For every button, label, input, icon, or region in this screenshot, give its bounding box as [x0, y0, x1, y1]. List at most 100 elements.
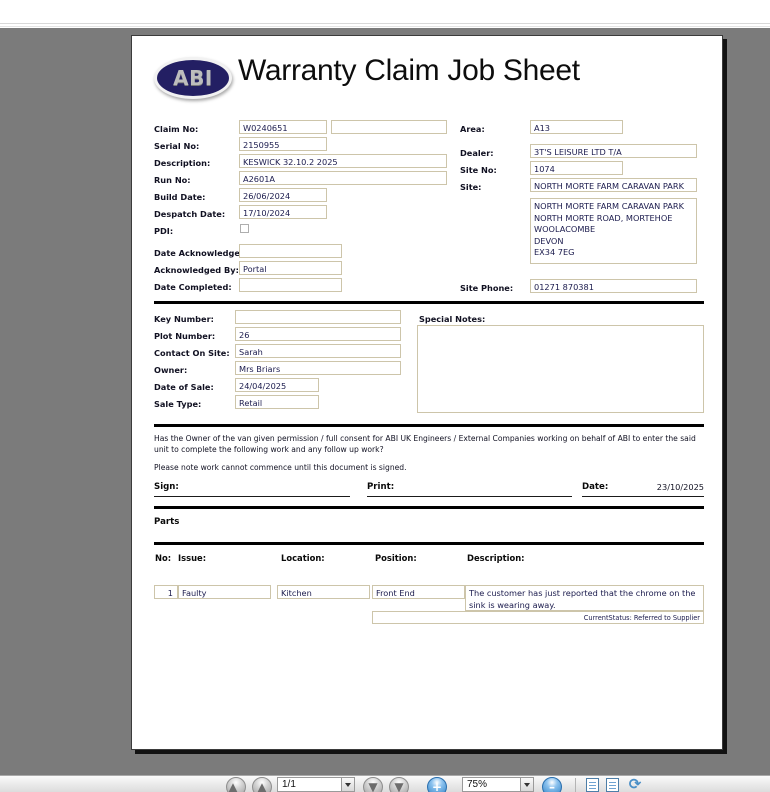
field-site-address[interactable]: NORTH MORTE FARM CARAVAN PARK NORTH MORT…	[530, 198, 697, 264]
label-contact-on-site: Contact On Site:	[154, 348, 230, 358]
column-header-position: Position:	[375, 553, 417, 563]
viewer-top-strip	[0, 0, 770, 23]
previous-page-icon: ▲	[257, 780, 267, 792]
field-dealer[interactable]: 3T'S LEISURE LTD T/A	[530, 144, 697, 158]
zoom-level-dropdown[interactable]	[520, 777, 534, 792]
cell-status-text: CurrentStatus: Referred to Supplier	[583, 614, 700, 622]
field-claim-no-extra[interactable]	[331, 120, 447, 134]
label-despatch-date: Despatch Date:	[154, 209, 226, 219]
field-date-of-sale[interactable]: 24/04/2025	[235, 378, 319, 392]
zoom-in-icon: +	[431, 780, 443, 792]
label-claim-no: Claim No:	[154, 124, 199, 134]
label-sign: Sign:	[154, 482, 179, 492]
field-owner[interactable]: Mrs Briars	[235, 361, 401, 375]
label-special-notes: Special Notes:	[419, 314, 486, 324]
column-header-location: Location:	[281, 553, 325, 563]
fit-page-width-icon[interactable]	[586, 778, 599, 792]
print-line[interactable]	[367, 496, 572, 497]
page-number-input[interactable]: 1/1	[277, 777, 349, 792]
field-build-date[interactable]: 26/06/2024	[239, 188, 327, 202]
sign-line[interactable]	[154, 496, 350, 497]
field-area[interactable]: A13	[530, 120, 623, 134]
label-serial-no: Serial No:	[154, 141, 200, 151]
abi-logo-icon: ABI	[154, 57, 232, 99]
field-plot-number[interactable]: 26	[235, 327, 401, 341]
page-number-dropdown[interactable]	[341, 777, 355, 792]
label-date-acknowledged: Date Acknowledged:	[154, 248, 250, 258]
divider-4	[154, 542, 704, 545]
cell-no[interactable]: 1	[154, 585, 178, 599]
first-page-button[interactable]: ▲_	[226, 777, 246, 792]
field-claim-no[interactable]: W0240651	[239, 120, 327, 134]
label-pdi: PDI:	[154, 226, 174, 236]
cell-issue[interactable]: Faulty	[178, 585, 271, 599]
value-date: 23/10/2025	[656, 482, 704, 492]
toolbar-separator	[575, 778, 576, 792]
field-run-no[interactable]: A2601A	[239, 171, 447, 185]
zoom-out-button[interactable]: –	[542, 777, 562, 792]
label-plot-number: Plot Number:	[154, 331, 216, 341]
label-owner: Owner:	[154, 365, 188, 375]
label-sale-type: Sale Type:	[154, 399, 202, 409]
field-special-notes[interactable]	[417, 325, 704, 413]
label-acknowledged-by: Acknowledged By:	[154, 265, 239, 275]
field-site-phone[interactable]: 01271 870381	[530, 279, 697, 293]
cell-status-box[interactable]	[372, 611, 704, 624]
column-header-issue: Issue:	[178, 553, 207, 563]
field-date-acknowledged[interactable]	[239, 244, 342, 258]
viewer-toolbar[interactable]: ▲_ ▲ 1/1 ▼ ▼ + 75% – ⟳	[0, 775, 770, 792]
zoom-out-icon: –	[549, 780, 555, 792]
field-despatch-date[interactable]: 17/10/2024	[239, 205, 327, 219]
viewer-top-divider-2	[0, 26, 770, 27]
chevron-down-icon	[524, 782, 530, 787]
checkbox-pdi[interactable]	[240, 224, 249, 233]
last-page-icon: ▼	[394, 780, 404, 792]
cell-description[interactable]: The customer has just reported that the …	[465, 585, 704, 611]
cell-position[interactable]: Front End	[372, 585, 465, 599]
field-site-no[interactable]: 1074	[530, 161, 623, 175]
viewer-top-divider	[0, 23, 770, 24]
fit-whole-page-icon[interactable]	[606, 778, 619, 792]
chevron-down-icon	[345, 782, 351, 787]
field-acknowledged-by[interactable]: Portal	[239, 261, 342, 275]
label-description: Description:	[154, 158, 211, 168]
zoom-level-input[interactable]: 75%	[462, 777, 528, 792]
cell-location[interactable]: Kitchen	[277, 585, 370, 599]
field-site[interactable]: NORTH MORTE FARM CARAVAN PARK	[530, 178, 697, 192]
label-run-no: Run No:	[154, 175, 191, 185]
field-key-number[interactable]	[235, 310, 401, 324]
label-date-of-sale: Date of Sale:	[154, 382, 214, 392]
field-contact-on-site[interactable]: Sarah	[235, 344, 401, 358]
divider-1	[154, 301, 704, 304]
consent-note: Please note work cannot commence until t…	[154, 463, 407, 472]
next-page-button[interactable]: ▼	[363, 777, 383, 792]
column-header-description: Description:	[467, 553, 525, 563]
label-print: Print:	[367, 482, 395, 492]
date-line[interactable]	[582, 496, 704, 497]
last-page-button[interactable]: ▼	[389, 777, 409, 792]
column-header-no: No:	[155, 553, 172, 563]
zoom-in-button[interactable]: +	[427, 777, 447, 792]
field-sale-type[interactable]: Retail	[235, 395, 319, 409]
consent-paragraph: Has the Owner of the van given permissio…	[154, 434, 696, 454]
divider-3	[154, 506, 704, 509]
parts-section-title: Parts	[154, 517, 180, 527]
document-scroll-area[interactable]: ABI Warranty Claim Job Sheet Claim No: S…	[0, 28, 770, 775]
label-date: Date:	[582, 482, 609, 492]
previous-page-button[interactable]: ▲	[252, 777, 272, 792]
label-site: Site:	[460, 182, 482, 192]
divider-2	[154, 424, 704, 427]
label-key-number: Key Number:	[154, 314, 214, 324]
next-page-icon: ▼	[368, 780, 378, 792]
label-dealer: Dealer:	[460, 148, 494, 158]
document-header: ABI Warranty Claim Job Sheet	[154, 54, 704, 106]
label-date-completed: Date Completed:	[154, 282, 232, 292]
refresh-icon[interactable]: ⟳	[628, 775, 642, 792]
abi-logo-text: ABI	[173, 66, 213, 90]
field-serial-no[interactable]: 2150955	[239, 137, 327, 151]
field-date-completed[interactable]	[239, 278, 342, 292]
document-page: ABI Warranty Claim Job Sheet Claim No: S…	[131, 35, 723, 750]
field-description[interactable]: KESWICK 32.10.2 2025	[239, 154, 447, 168]
label-area: Area:	[460, 124, 485, 134]
